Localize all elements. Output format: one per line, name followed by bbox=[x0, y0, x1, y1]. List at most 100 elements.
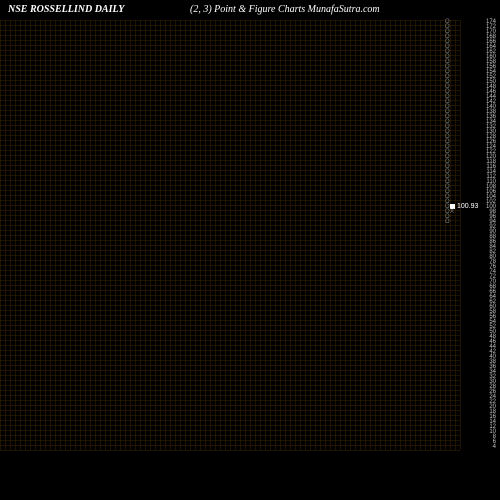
grid-line-vertical bbox=[315, 20, 316, 450]
grid-line-vertical bbox=[225, 20, 226, 450]
grid-line-vertical bbox=[100, 20, 101, 450]
grid-line-vertical bbox=[210, 20, 211, 450]
grid-line-vertical bbox=[340, 20, 341, 450]
grid-line-vertical bbox=[350, 20, 351, 450]
grid-line-vertical bbox=[345, 20, 346, 450]
grid-line-vertical bbox=[260, 20, 261, 450]
grid-line-vertical bbox=[420, 20, 421, 450]
grid-line-vertical bbox=[320, 20, 321, 450]
grid-line-vertical bbox=[175, 20, 176, 450]
grid-line-vertical bbox=[70, 20, 71, 450]
grid-line-vertical bbox=[460, 20, 461, 450]
grid-line-vertical bbox=[230, 20, 231, 450]
grid-line-vertical bbox=[60, 20, 61, 450]
grid-line-vertical bbox=[335, 20, 336, 450]
grid-line-vertical bbox=[115, 20, 116, 450]
grid-line-vertical bbox=[265, 20, 266, 450]
grid-line-vertical bbox=[85, 20, 86, 450]
grid-line-vertical bbox=[370, 20, 371, 450]
grid-line-vertical bbox=[75, 20, 76, 450]
grid-line-vertical bbox=[20, 20, 21, 450]
grid-line-vertical bbox=[170, 20, 171, 450]
grid-line-vertical bbox=[310, 20, 311, 450]
grid-line-vertical bbox=[35, 20, 36, 450]
grid-line-vertical bbox=[30, 20, 31, 450]
grid-line-vertical bbox=[10, 20, 11, 450]
grid-line-vertical bbox=[415, 20, 416, 450]
grid-line-vertical bbox=[80, 20, 81, 450]
grid-line-vertical bbox=[45, 20, 46, 450]
grid-line-vertical bbox=[140, 20, 141, 450]
grid-line-horizontal bbox=[0, 450, 460, 451]
grid-line-vertical bbox=[365, 20, 366, 450]
grid-line-vertical bbox=[435, 20, 436, 450]
grid-line-vertical bbox=[450, 20, 451, 450]
grid-line-vertical bbox=[5, 20, 6, 450]
grid-line-vertical bbox=[185, 20, 186, 450]
grid-line-vertical bbox=[355, 20, 356, 450]
grid-line-vertical bbox=[235, 20, 236, 450]
grid-line-vertical bbox=[0, 20, 1, 450]
grid-line-vertical bbox=[90, 20, 91, 450]
grid-line-vertical bbox=[145, 20, 146, 450]
grid-line-vertical bbox=[120, 20, 121, 450]
y-axis: 1741721701681661641621601581561541521501… bbox=[462, 20, 498, 450]
grid-line-vertical bbox=[50, 20, 51, 450]
grid-line-vertical bbox=[165, 20, 166, 450]
grid-line-vertical bbox=[375, 20, 376, 450]
grid-line-vertical bbox=[110, 20, 111, 450]
grid-line-vertical bbox=[400, 20, 401, 450]
grid-line-vertical bbox=[385, 20, 386, 450]
grid-line-vertical bbox=[95, 20, 96, 450]
grid-line-vertical bbox=[125, 20, 126, 450]
grid-line-vertical bbox=[15, 20, 16, 450]
grid-line-vertical bbox=[285, 20, 286, 450]
grid-line-vertical bbox=[395, 20, 396, 450]
chart-grid: OOOOOOOOOOOOOOOOOOOOOOOOOOOOOOOOOOOOOOOO… bbox=[0, 20, 460, 450]
grid-line-vertical bbox=[25, 20, 26, 450]
grid-line-vertical bbox=[305, 20, 306, 450]
grid-line-vertical bbox=[380, 20, 381, 450]
grid-line-vertical bbox=[240, 20, 241, 450]
grid-line-vertical bbox=[440, 20, 441, 450]
grid-line-vertical bbox=[295, 20, 296, 450]
grid-line-vertical bbox=[215, 20, 216, 450]
grid-line-vertical bbox=[250, 20, 251, 450]
y-axis-label: 4 bbox=[493, 445, 496, 450]
grid-line-vertical bbox=[390, 20, 391, 450]
chart-title-left: NSE ROSSELLIND DAILY bbox=[8, 4, 124, 15]
grid-line-vertical bbox=[455, 20, 456, 450]
grid-line-vertical bbox=[425, 20, 426, 450]
chart-title-center: (2, 3) Point & Figure Charts MunafaSutra… bbox=[190, 4, 380, 15]
grid-line-vertical bbox=[220, 20, 221, 450]
grid-line-vertical bbox=[155, 20, 156, 450]
grid-line-vertical bbox=[65, 20, 66, 450]
grid-line-vertical bbox=[280, 20, 281, 450]
grid-line-vertical bbox=[405, 20, 406, 450]
grid-line-vertical bbox=[180, 20, 181, 450]
grid-line-vertical bbox=[410, 20, 411, 450]
grid-line-vertical bbox=[160, 20, 161, 450]
grid-line-vertical bbox=[245, 20, 246, 450]
grid-line-vertical bbox=[40, 20, 41, 450]
grid-line-vertical bbox=[300, 20, 301, 450]
grid-line-vertical bbox=[255, 20, 256, 450]
grid-line-vertical bbox=[55, 20, 56, 450]
grid-line-vertical bbox=[275, 20, 276, 450]
pf-x-mark: X bbox=[450, 210, 454, 215]
grid-line-vertical bbox=[325, 20, 326, 450]
grid-line-vertical bbox=[360, 20, 361, 450]
grid-line-vertical bbox=[430, 20, 431, 450]
grid-line-vertical bbox=[130, 20, 131, 450]
pf-o-mark: O bbox=[445, 220, 450, 225]
grid-line-vertical bbox=[270, 20, 271, 450]
grid-line-vertical bbox=[150, 20, 151, 450]
grid-line-vertical bbox=[195, 20, 196, 450]
grid-line-vertical bbox=[190, 20, 191, 450]
grid-line-vertical bbox=[290, 20, 291, 450]
grid-line-vertical bbox=[105, 20, 106, 450]
grid-line-vertical bbox=[200, 20, 201, 450]
grid-line-vertical bbox=[205, 20, 206, 450]
grid-line-vertical bbox=[135, 20, 136, 450]
grid-line-vertical bbox=[330, 20, 331, 450]
